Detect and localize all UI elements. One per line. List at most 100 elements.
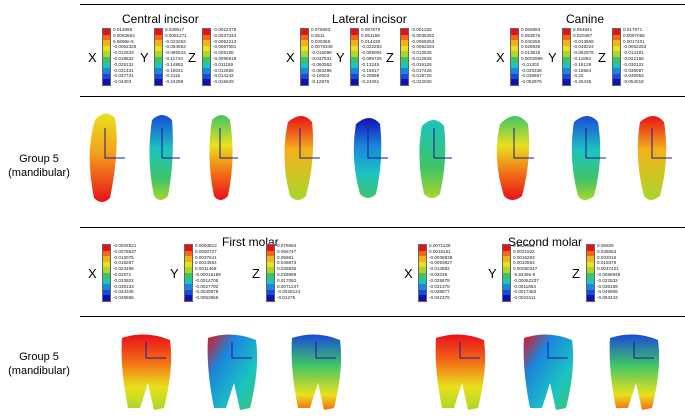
legend-value: 0.026999 [277, 271, 297, 277]
legend-value: -0.015629 [213, 79, 234, 85]
lateral-incisor-x-tooth [284, 116, 314, 200]
legend-value: -0.025132 [113, 61, 134, 67]
legend-value: -0.039657 [521, 73, 542, 79]
legend-value: -5.9449e-5 [513, 271, 536, 277]
legend-value: 0.053576 [521, 32, 541, 38]
legend-value: -0.022026 [411, 79, 432, 85]
legend-value: -0.01275 [277, 295, 296, 301]
legend-value: -0.044345 [113, 289, 134, 295]
legend-value: -0.054018 [623, 79, 644, 85]
legend-value: -0.02871 [113, 271, 132, 277]
axis-label-y: Y [170, 266, 179, 281]
legend-value: 0.066747 [277, 248, 297, 254]
legend-value: -0.010525 [411, 50, 432, 56]
legend-value: -0.052976 [521, 79, 542, 85]
color-legend: 0.039517 0.0081271 -0.023263 -0.054653 -0.08… [154, 27, 187, 86]
axis-label-x: X [88, 266, 97, 281]
legend-value: 0.039517 [165, 27, 185, 32]
legend-value: -0.14882 [165, 61, 184, 67]
color-scale-bar [612, 28, 621, 86]
legend-value: 0.0076349 [311, 44, 333, 50]
legend-value: -0.014142 [213, 73, 234, 79]
axis-label-x: X [496, 50, 505, 65]
color-scale-bar [350, 28, 359, 86]
color-scale-bar [300, 28, 309, 86]
legend-value: -0.2116 [165, 73, 181, 79]
color-scale-bar [418, 244, 427, 302]
legend-value: 0.0047421 [597, 266, 619, 272]
group-label-row2: Group 5 (mandibular) [4, 350, 74, 378]
legend-value: -0.0062329 [113, 44, 137, 50]
legend-value: -0.059004 [361, 50, 382, 56]
legend-value: 0.076684 [277, 243, 297, 248]
legend-value: -0.02038 [429, 271, 448, 277]
legend-value: 0.013618 [521, 50, 541, 56]
legend-value: -0.017426 [411, 67, 432, 73]
legend-value: 0.0071247 [277, 283, 299, 289]
legend-value: -0.037831 [311, 55, 332, 61]
legend-value: 0.030368 [311, 38, 331, 44]
legend-value: 0.012666 [113, 27, 133, 32]
legend-value: 0.0511 [311, 32, 325, 38]
color-legend: 0.066893 0.053576 0.040255 0.026936 0.013618… [510, 27, 543, 86]
legend-value: 0.017671 [623, 27, 643, 32]
top-rule [80, 4, 685, 5]
legend-value: 0.017062 [277, 277, 297, 283]
legend-value: -0.0078637 [113, 248, 137, 254]
row1-rule [80, 96, 685, 97]
legend-value: -0.018287 [113, 260, 134, 266]
axis-label-x: X [404, 266, 413, 281]
legend-value: 0.018379 [597, 260, 617, 266]
color-scale-bar [102, 244, 111, 302]
legend-value: -0.086043 [165, 50, 186, 56]
color-legend: 0.075693 0.0511 0.030368 0.0076349 -0.015098… [300, 27, 333, 86]
color-legend: 0.0071139 0.0016151 -0.0038838 -0.0093827 -0… [418, 243, 453, 302]
legend-value: -0.0062253 [623, 44, 647, 50]
legend-value: -0.0052213 [213, 38, 237, 44]
legend-value: -0.0059253 [411, 38, 435, 44]
legend-value: -0.019726 [411, 73, 432, 79]
row2-rule [80, 316, 685, 317]
legend-value: 0.0027551 [513, 243, 535, 248]
tooth-renderings-row1 [89, 113, 672, 202]
legend-value: -0.049556 [113, 295, 134, 301]
axis-label-x: X [88, 50, 97, 65]
legend-value: -0.022532 [597, 277, 618, 283]
legend-value: -0.0023111 [513, 295, 536, 301]
legend-value: -0.013869 [573, 38, 594, 44]
legend-value: -0.0040878 [195, 289, 219, 295]
legend-value: -0.11693 [573, 55, 591, 61]
tooth-renderings-row2 [121, 334, 660, 410]
legend-value: 0.054841 [573, 27, 593, 32]
color-scale-bar [562, 28, 571, 86]
group-label-row1: Group 5 (mandibular) [4, 152, 74, 180]
legend-value: 0.040255 [521, 38, 541, 44]
legend-value: -0.018832 [113, 55, 134, 61]
color-legend: 0.054841 0.020487 -0.013869 -0.048224 -0.082… [562, 27, 594, 86]
legend-value: -0.0096818 [213, 55, 237, 61]
legend-value: -0.0067081 [213, 44, 237, 50]
legend-value: -0.031431 [113, 67, 134, 73]
color-scale-bar [266, 244, 275, 302]
legend-value: -0.18021 [165, 67, 184, 73]
legend-value: -0.014191 [623, 50, 644, 56]
legend-value: 0.046873 [277, 260, 297, 266]
legend-value: -0.0088948 [597, 271, 621, 277]
axis-label-z: Z [386, 50, 394, 65]
legend-value: -0.0093827 [429, 260, 453, 266]
tooth-title-lateral-incisor: Lateral incisor [332, 12, 407, 26]
group-label-text: Group 5 (mandibular) [8, 153, 70, 179]
legend-value: -0.0022476 [213, 27, 237, 32]
legend-value: 0.0081271 [165, 32, 187, 38]
legend-value: -0.023498 [113, 266, 134, 272]
legend-value: 6.6698e-5 [113, 38, 134, 44]
legend-value: -0.0028124 [277, 289, 301, 295]
legend-value: -0.00016188 [195, 271, 221, 277]
color-scale-bar [202, 28, 211, 86]
legend-value: -0.022156 [623, 55, 644, 61]
legend-value: -0.060563 [311, 61, 332, 67]
lateral-incisor-z-tooth [419, 120, 446, 198]
legend-value: 0.0050727 [195, 248, 217, 254]
color-scale-bar [102, 28, 111, 86]
legend-value: 0.0024554 [195, 260, 217, 266]
